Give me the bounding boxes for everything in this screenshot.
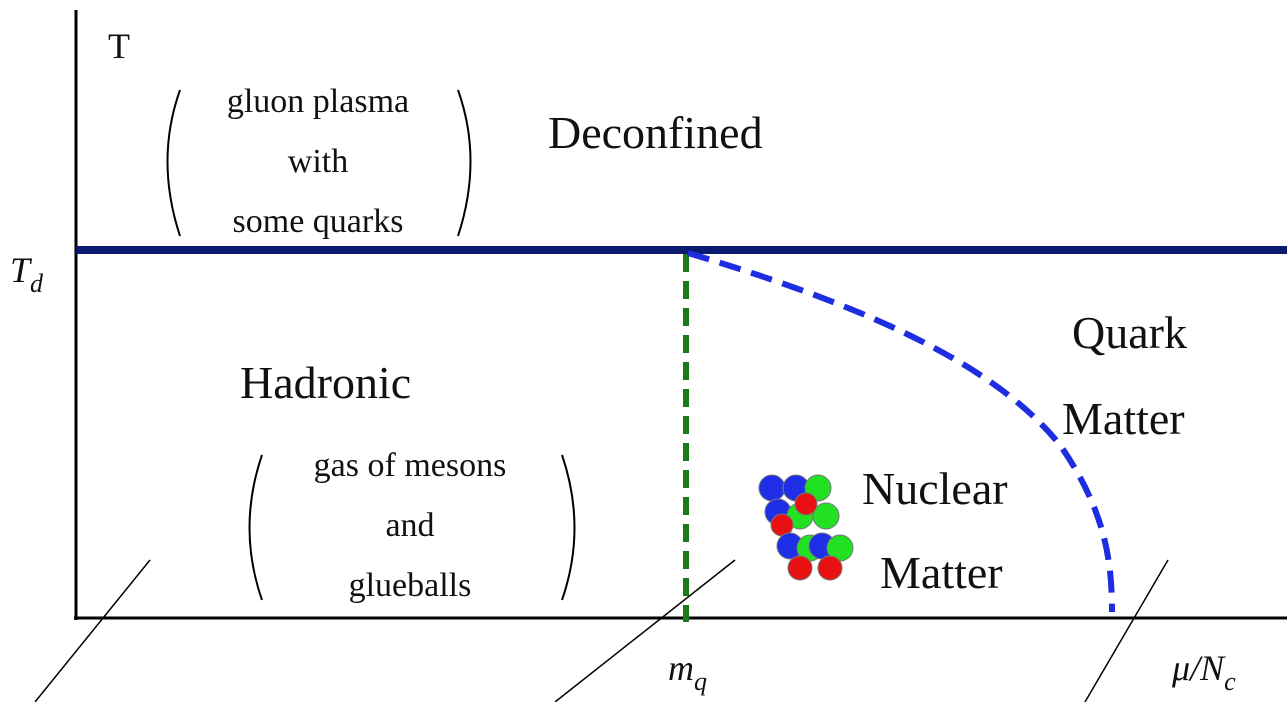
paren: [562, 455, 575, 600]
label-part: d: [30, 269, 44, 298]
label-part: q: [694, 667, 707, 696]
region-title: Nuclear: [862, 463, 1008, 514]
nucleus: [759, 475, 853, 580]
label-part: μ/N: [1171, 648, 1226, 688]
region-title: Matter: [880, 547, 1003, 598]
x-axis-label: μ/Nc: [1171, 648, 1236, 696]
region-title: Hadronic: [240, 357, 411, 408]
paren: [250, 455, 263, 600]
region-note: glueballs: [349, 567, 472, 604]
diagonal: [1085, 560, 1168, 702]
label-part: m: [668, 648, 694, 688]
region-title: Quark: [1072, 307, 1187, 358]
diagonal: [35, 560, 150, 702]
phase-diagram: T Td mq μ/Nc Deconfined gluon plasma wit…: [0, 0, 1287, 702]
paren: [168, 90, 181, 236]
paren: [458, 90, 471, 236]
region-title: Deconfined: [548, 107, 763, 158]
region-title: Matter: [1062, 393, 1185, 444]
region-note: and: [385, 507, 434, 544]
diagonal: [555, 560, 735, 702]
region-note: gas of mesons: [314, 447, 507, 484]
region-note: with: [288, 143, 348, 180]
mq-label: mq: [668, 648, 707, 696]
label-part: c: [1224, 667, 1236, 696]
y-axis-label: T: [108, 26, 130, 66]
region-note: some quarks: [233, 203, 404, 240]
region-note: gluon plasma: [227, 83, 409, 120]
td-label: Td: [10, 250, 44, 298]
